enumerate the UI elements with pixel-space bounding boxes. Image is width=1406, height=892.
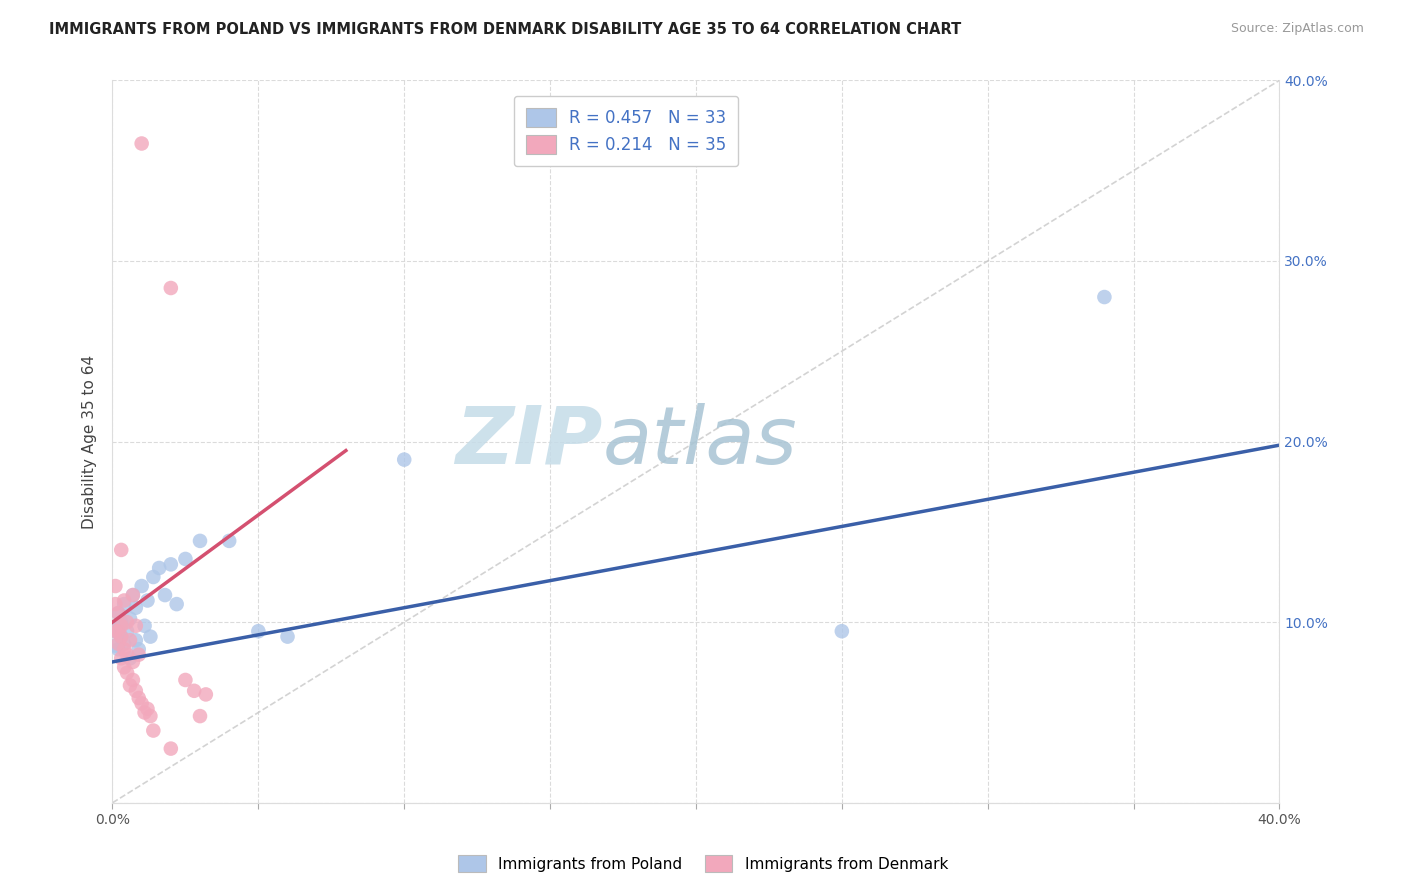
Point: [142, 570, 165, 584]
Point: [104, 597, 127, 611]
Point: [122, 588, 145, 602]
Point: [110, 630, 132, 644]
Point: [107, 642, 129, 657]
Point: [112, 660, 135, 674]
Point: [188, 709, 211, 723]
Text: Source: ZipAtlas.com: Source: ZipAtlas.com: [1230, 22, 1364, 36]
Point: [110, 651, 132, 665]
Point: [107, 624, 129, 639]
Point: [110, 615, 132, 630]
Point: [131, 136, 153, 151]
Point: [128, 648, 150, 662]
Point: [136, 593, 159, 607]
Point: [122, 588, 145, 602]
Point: [107, 637, 129, 651]
Point: [160, 281, 183, 295]
Point: [194, 687, 217, 701]
Point: [115, 665, 138, 680]
Point: [112, 642, 135, 657]
Point: [183, 683, 205, 698]
Legend: R = 0.457   N = 33, R = 0.214   N = 35: R = 0.457 N = 33, R = 0.214 N = 35: [515, 95, 738, 166]
Point: [118, 611, 141, 625]
Point: [188, 533, 211, 548]
Point: [125, 683, 148, 698]
Point: [122, 655, 145, 669]
Point: [104, 624, 127, 639]
Point: [112, 597, 135, 611]
Text: IMMIGRANTS FROM POLAND VS IMMIGRANTS FROM DENMARK DISABILITY AGE 35 TO 64 CORREL: IMMIGRANTS FROM POLAND VS IMMIGRANTS FRO…: [49, 22, 962, 37]
Point: [1094, 290, 1116, 304]
Point: [247, 624, 270, 639]
Point: [125, 600, 148, 615]
Point: [174, 552, 197, 566]
Point: [112, 593, 135, 607]
Point: [122, 673, 145, 687]
Point: [112, 637, 135, 651]
Point: [107, 606, 129, 620]
Point: [831, 624, 853, 639]
Point: [115, 648, 138, 662]
Point: [134, 619, 156, 633]
Point: [107, 606, 129, 620]
Point: [128, 642, 150, 657]
Text: ZIP: ZIP: [456, 402, 603, 481]
Point: [174, 673, 197, 687]
Point: [148, 561, 170, 575]
Point: [107, 619, 129, 633]
Y-axis label: Disability Age 35 to 64: Disability Age 35 to 64: [82, 354, 97, 529]
Point: [134, 706, 156, 720]
Point: [160, 558, 183, 572]
Point: [160, 741, 183, 756]
Point: [118, 651, 141, 665]
Point: [125, 633, 148, 648]
Point: [136, 702, 159, 716]
Point: [110, 619, 132, 633]
Point: [118, 633, 141, 648]
Point: [394, 452, 416, 467]
Point: [166, 597, 188, 611]
Point: [153, 588, 176, 602]
Point: [110, 630, 132, 644]
Point: [125, 619, 148, 633]
Point: [110, 542, 132, 557]
Point: [142, 723, 165, 738]
Point: [131, 579, 153, 593]
Legend: Immigrants from Poland, Immigrants from Denmark: Immigrants from Poland, Immigrants from …: [450, 847, 956, 880]
Point: [118, 678, 141, 692]
Point: [115, 624, 138, 639]
Point: [276, 630, 298, 644]
Point: [128, 691, 150, 706]
Point: [104, 579, 127, 593]
Point: [115, 615, 138, 630]
Text: atlas: atlas: [603, 402, 797, 481]
Point: [104, 624, 127, 639]
Point: [139, 709, 162, 723]
Point: [218, 533, 240, 548]
Point: [131, 697, 153, 711]
Point: [104, 639, 127, 653]
Point: [139, 630, 162, 644]
